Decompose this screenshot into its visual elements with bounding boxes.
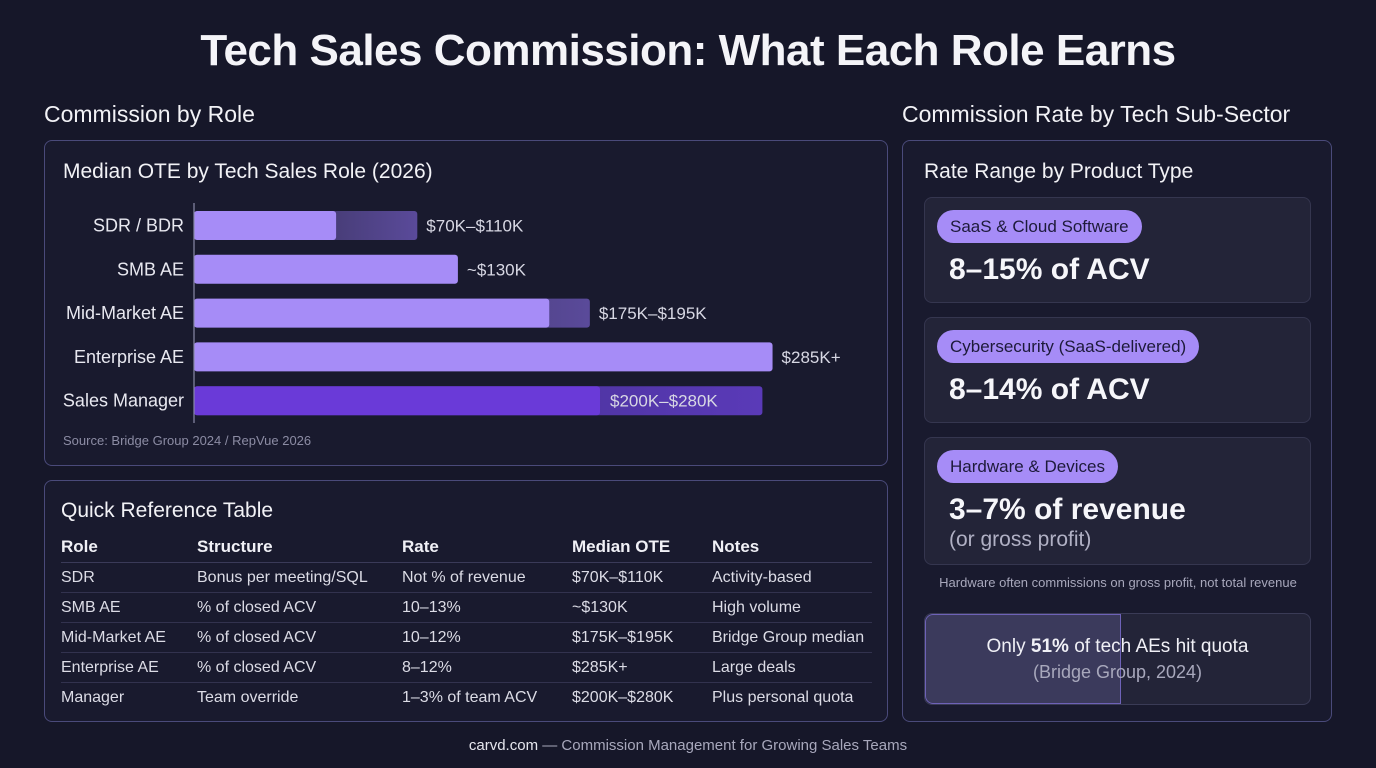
- table-header-row: Role Structure Rate Median OTE Notes: [61, 533, 872, 563]
- sector-rate: 8–15% of ACV: [949, 253, 1150, 286]
- table-cell: $200K–$280K: [572, 688, 674, 706]
- category-label: Sales Manager: [63, 391, 184, 411]
- quota-prefix: Only: [986, 636, 1026, 657]
- table-cell: Plus personal quota: [712, 688, 854, 706]
- quota-stat-card: Only 51% of tech AEs hit quota (Bridge G…: [924, 613, 1311, 705]
- table-cell: SDR: [61, 562, 197, 593]
- table-cell: 1–3% of team ACV: [402, 688, 538, 706]
- table-cell: Manager: [61, 688, 125, 706]
- category-label: SDR / BDR: [93, 216, 184, 236]
- chart-title: Median OTE by Tech Sales Role (2026): [63, 160, 433, 183]
- value-label: $70K–$110K: [426, 217, 524, 236]
- column-header: Median OTE: [572, 533, 712, 563]
- table-cell: Enterprise AE: [61, 652, 197, 683]
- sector-rate: 3–7% of revenue: [949, 493, 1186, 526]
- table-cell: Bridge Group median: [712, 622, 872, 653]
- table-row: Manager Team override 1–3% of team ACV $200…: [61, 683, 872, 713]
- table-row: Mid-Market AE% of closed ACV 10–12% $175K–…: [61, 622, 872, 653]
- table-cell: % of closed ACV: [197, 652, 402, 683]
- column-header: Structure: [197, 533, 402, 563]
- table-cell: Bonus per meeting/SQL: [197, 562, 402, 593]
- table-cell: Large deals: [712, 652, 872, 683]
- chart-source: Source: Bridge Group 2024 / RepVue 2026: [63, 433, 312, 448]
- page-title: Tech Sales Commission: What Each Role Ea…: [200, 26, 1176, 75]
- table-cell: $285K+: [572, 652, 712, 683]
- table-cell: % of closed ACV: [197, 592, 402, 623]
- table-cell: $175K–$195K: [572, 622, 712, 653]
- left-section-heading: Commission by Role: [44, 101, 255, 127]
- sector-card-hardware: Hardware & Devices 3–7% of revenue (or g…: [924, 437, 1311, 565]
- sector-rates-panel: Rate Range by Product Type SaaS & Cloud …: [902, 140, 1332, 722]
- bar-1: [194, 254, 458, 284]
- table-cell: ~$130K: [572, 592, 712, 623]
- value-label: ~$130K: [467, 260, 527, 279]
- value-label: $285K+: [782, 348, 841, 367]
- sector-rate-sub: (or gross profit): [949, 528, 1092, 551]
- hardware-note: Hardware often commissions on gross prof…: [939, 575, 1297, 590]
- table-cell: 10–12%: [402, 622, 572, 653]
- table-row: Enterprise AE% of closed ACV 8–12% $285K+ L…: [61, 652, 872, 683]
- quota-percent: 51%: [1030, 636, 1069, 657]
- quota-stat: Only 51% of tech AEs hit quota: [925, 636, 1310, 658]
- sector-card-cybersecurity: Cybersecurity (SaaS-delivered) 8–14% of …: [924, 317, 1311, 423]
- column-header: Role: [61, 533, 197, 563]
- quick-reference-panel: Quick Reference Table Role Structure Rate M…: [44, 480, 888, 722]
- table-cell: $70K–$110K: [572, 562, 712, 593]
- table-cell: 8–12%: [402, 652, 572, 683]
- table-row: SDR Bonus per meeting/SQL Not % of revenue…: [61, 562, 872, 593]
- sector-tag: Hardware & Devices: [937, 450, 1118, 483]
- table-cell: SMB AE: [61, 592, 197, 623]
- category-label: SMB AE: [117, 259, 184, 279]
- table-cell: Mid-Market AE: [61, 622, 197, 653]
- sector-tag: Cybersecurity (SaaS-delivered): [937, 330, 1200, 363]
- table-cell: Not % of revenue: [402, 562, 572, 593]
- sector-card-saas: SaaS & Cloud Software 8–15% of ACV: [924, 197, 1311, 303]
- table-cell: High volume: [712, 592, 872, 623]
- right-section-heading: Commission Rate by Tech Sub-Sector: [902, 101, 1291, 127]
- category-label: Mid-Market AE: [66, 303, 184, 323]
- bar-2: [194, 298, 550, 328]
- ote-chart-panel: Median OTE by Tech Sales Role (2026) SDR…: [44, 140, 888, 466]
- sector-tag: SaaS & Cloud Software: [937, 210, 1142, 243]
- ote-bar-chart: SDR / BDR $70K–$110K SMB AE ~$130K Mid-Marke…: [63, 203, 841, 423]
- footer-brand[interactable]: carvd.com: [468, 737, 539, 754]
- sector-rate: 8–14% of ACV: [949, 373, 1150, 406]
- footer: carvd.com — Commission Management for Gr…: [0, 737, 1376, 754]
- table-cell: Team override: [197, 688, 299, 706]
- quick-reference-table: Role Structure Rate Median OTE Notes SDR Bonu…: [61, 533, 872, 713]
- footer-tagline: — Commission Management for Growing Sale…: [542, 737, 908, 754]
- sector-heading: Rate Range by Product Type: [924, 160, 1194, 183]
- table-cell: Activity-based: [712, 562, 872, 593]
- bar-3: [194, 342, 773, 372]
- value-label: $200K–$280K: [610, 392, 718, 411]
- table-cell: % of closed ACV: [197, 622, 402, 653]
- value-label: $175K–$195K: [599, 304, 707, 323]
- quota-progress-fill: [925, 614, 1122, 704]
- category-label: Enterprise AE: [74, 347, 184, 367]
- quota-suffix: of tech AEs hit quota: [1074, 636, 1249, 657]
- table-cell: 10–13%: [402, 592, 572, 623]
- bar-4: [194, 386, 600, 416]
- quota-source: (Bridge Group, 2024): [1032, 662, 1203, 682]
- bar-0: [194, 211, 337, 240]
- table-title: Quick Reference Table: [61, 499, 274, 522]
- column-header: Rate: [402, 533, 572, 563]
- column-header: Notes: [712, 533, 872, 563]
- table-row: SMB AE% of closed ACV 10–13% ~$130K High vo…: [61, 592, 872, 623]
